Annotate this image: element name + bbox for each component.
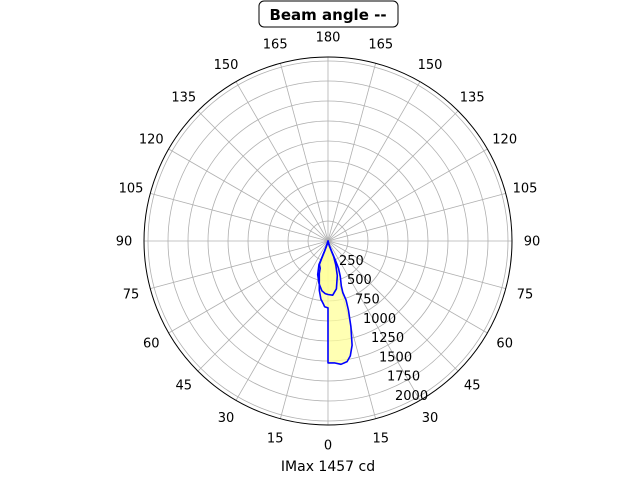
grid-spoke: [279, 63, 329, 242]
grid-spoke: [327, 240, 506, 290]
grid-spoke: [168, 148, 329, 242]
angle-tick-label: 135: [460, 90, 485, 105]
angle-tick-label: 150: [418, 58, 443, 73]
angle-tick-label: 90: [116, 235, 133, 250]
angle-tick-label: 105: [513, 182, 538, 197]
grid-spoke: [327, 148, 488, 242]
angle-tick-label: 90: [524, 235, 541, 250]
angle-tick-label: 150: [214, 58, 239, 73]
grid-spoke: [327, 240, 421, 401]
radial-tick-label: 250: [339, 254, 364, 269]
angle-tick-label: 60: [143, 337, 160, 352]
grid-spoke: [235, 81, 329, 242]
series-group: [316, 240, 353, 366]
polar-frame: [143, 56, 513, 426]
grid-spoke: [327, 63, 377, 242]
angle-tick-label: 15: [267, 432, 284, 447]
grid-spoke: [235, 240, 329, 401]
radial-tick-label: 1250: [371, 331, 404, 346]
x-axis-label: IMax 1457 cd: [281, 459, 375, 475]
title-box: Beam angle --: [258, 0, 399, 28]
angle-tick-label: 165: [263, 38, 288, 53]
angle-tick-labels: 0 15 30 45 60 75 90 105 120 135 150 165 180 165 150 135…: [116, 31, 541, 454]
angle-tick-label: 45: [464, 379, 481, 394]
grid-spoke: [327, 192, 506, 242]
radial-tick-label: 500: [347, 273, 372, 288]
angle-tick-label: 45: [176, 379, 193, 394]
title-frame: [258, 0, 399, 28]
angle-tick-label: 135: [171, 90, 196, 105]
grid-spoke: [197, 110, 329, 242]
grid-spoke: [197, 240, 329, 372]
radial-tick-label: 750: [355, 293, 380, 308]
angle-tick-label: 30: [422, 411, 439, 426]
series-line-2: [316, 240, 339, 296]
radial-tick-labels: 250 500 750 1000 1250 1500 1750 2000: [339, 254, 428, 404]
grid-spoke: [150, 192, 329, 242]
angle-tick-label: 30: [218, 411, 235, 426]
angle-tick-label: 0: [324, 439, 332, 454]
angle-tick-label: 165: [368, 38, 393, 53]
radial-tick-label: 1000: [363, 312, 396, 327]
radial-tick-label: 1750: [387, 370, 420, 385]
angle-tick-label: 105: [119, 182, 144, 197]
angle-tick-label: 120: [139, 133, 164, 148]
grid-spoke: [327, 240, 459, 372]
grid-spoke: [168, 240, 329, 334]
radial-tick-label: 2000: [395, 389, 428, 404]
grid-spoke: [327, 240, 488, 334]
angle-tick-label: 15: [373, 432, 390, 447]
radial-tick-label: 1500: [379, 350, 412, 365]
angle-tick-label: 120: [492, 133, 517, 148]
chart-title: Beam angle --: [269, 6, 386, 24]
grid-spoke: [327, 110, 459, 242]
angle-tick-label: 60: [496, 337, 513, 352]
angle-tick-label: 75: [517, 287, 534, 302]
angle-tick-label: 75: [123, 287, 140, 302]
angle-tick-label: 180: [316, 31, 341, 46]
grid-spoke: [150, 240, 329, 290]
grid-spoke: [327, 81, 421, 242]
